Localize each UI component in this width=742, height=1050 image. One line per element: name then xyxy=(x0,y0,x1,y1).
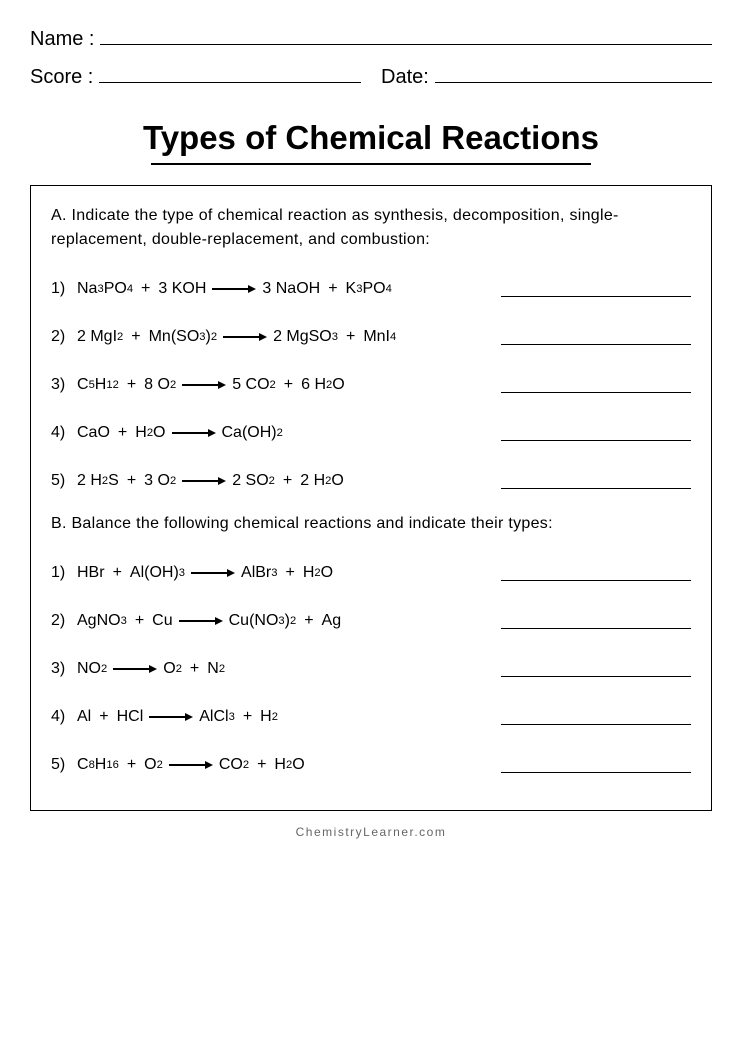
answer-input-line[interactable] xyxy=(501,613,691,629)
equation-body: Al+HCl AlCl3+H2 xyxy=(77,708,493,726)
equation-number: 5) xyxy=(51,472,77,490)
equation-number: 2) xyxy=(51,328,77,346)
equation-body: CaO+H2O Ca(OH)2 xyxy=(77,424,493,442)
equation-row: 4)CaO+H2O Ca(OH)2 xyxy=(51,424,691,442)
section-a-label: A. Indicate the type of chemical reactio… xyxy=(51,204,691,252)
answer-input-line[interactable] xyxy=(501,281,691,297)
answer-input-line[interactable] xyxy=(501,565,691,581)
equation-body: C8H16+O2 CO2+H2O xyxy=(77,756,493,774)
equation-row: 5)C8H16+O2 CO2+H2O xyxy=(51,756,691,774)
equation-number: 2) xyxy=(51,612,77,630)
content-box: A. Indicate the type of chemical reactio… xyxy=(30,185,712,811)
equation-row: 1)HBr+Al(OH)3 AlBr3+H2O xyxy=(51,564,691,582)
footer-credit: ChemistryLearner.com xyxy=(30,825,712,839)
equation-row: 2)2 MgI2+Mn(SO3)2 2 MgSO3+MnI4 xyxy=(51,328,691,346)
answer-input-line[interactable] xyxy=(501,473,691,489)
equation-number: 1) xyxy=(51,564,77,582)
equation-number: 3) xyxy=(51,376,77,394)
equation-body: 2 MgI2+Mn(SO3)2 2 MgSO3+MnI4 xyxy=(77,328,493,346)
score-input-line[interactable] xyxy=(99,63,361,83)
equation-number: 3) xyxy=(51,660,77,678)
equation-number: 5) xyxy=(51,756,77,774)
equation-row: 2)AgNO3+Cu Cu(NO3)2+Ag xyxy=(51,612,691,630)
section-a-list: 1)Na3PO4+3 KOH 3 NaOH+K3PO4 2)2 MgI2+Mn(S… xyxy=(51,280,691,490)
equation-body: 2 H2S+3 O2 2 SO2+2 H2O xyxy=(77,472,493,490)
score-label: Score : xyxy=(30,66,93,89)
equation-body: NO2 O2+N2 xyxy=(77,660,493,678)
equation-number: 4) xyxy=(51,708,77,726)
date-group: Date: xyxy=(381,63,712,89)
section-b-list: 1)HBr+Al(OH)3 AlBr3+H2O 2)AgNO3+Cu Cu(NO3… xyxy=(51,564,691,774)
answer-input-line[interactable] xyxy=(501,757,691,773)
equation-body: Na3PO4+3 KOH 3 NaOH+K3PO4 xyxy=(77,280,493,298)
page-title: Types of Chemical Reactions xyxy=(30,119,712,157)
date-label: Date: xyxy=(381,66,429,89)
score-date-row: Score : Date: xyxy=(30,63,712,89)
equation-row: 3)C5H12+8 O2 5 CO2+6 H2O xyxy=(51,376,691,394)
equation-number: 1) xyxy=(51,280,77,298)
answer-input-line[interactable] xyxy=(501,425,691,441)
answer-input-line[interactable] xyxy=(501,377,691,393)
equation-body: C5H12+8 O2 5 CO2+6 H2O xyxy=(77,376,493,394)
name-label: Name : xyxy=(30,28,94,51)
answer-input-line[interactable] xyxy=(501,709,691,725)
equation-body: HBr+Al(OH)3 AlBr3+H2O xyxy=(77,564,493,582)
date-input-line[interactable] xyxy=(435,63,712,83)
section-b-label: B. Balance the following chemical reacti… xyxy=(51,512,691,536)
equation-number: 4) xyxy=(51,424,77,442)
equation-row: 4)Al+HCl AlCl3+H2 xyxy=(51,708,691,726)
name-input-line[interactable] xyxy=(100,25,712,45)
answer-input-line[interactable] xyxy=(501,661,691,677)
equation-row: 5)2 H2S+3 O2 2 SO2+2 H2O xyxy=(51,472,691,490)
equation-row: 1)Na3PO4+3 KOH 3 NaOH+K3PO4 xyxy=(51,280,691,298)
score-group: Score : xyxy=(30,63,361,89)
answer-input-line[interactable] xyxy=(501,329,691,345)
equation-row: 3)NO2 O2+N2 xyxy=(51,660,691,678)
title-underline xyxy=(151,163,591,165)
name-row: Name : xyxy=(30,25,712,51)
equation-body: AgNO3+Cu Cu(NO3)2+Ag xyxy=(77,612,493,630)
